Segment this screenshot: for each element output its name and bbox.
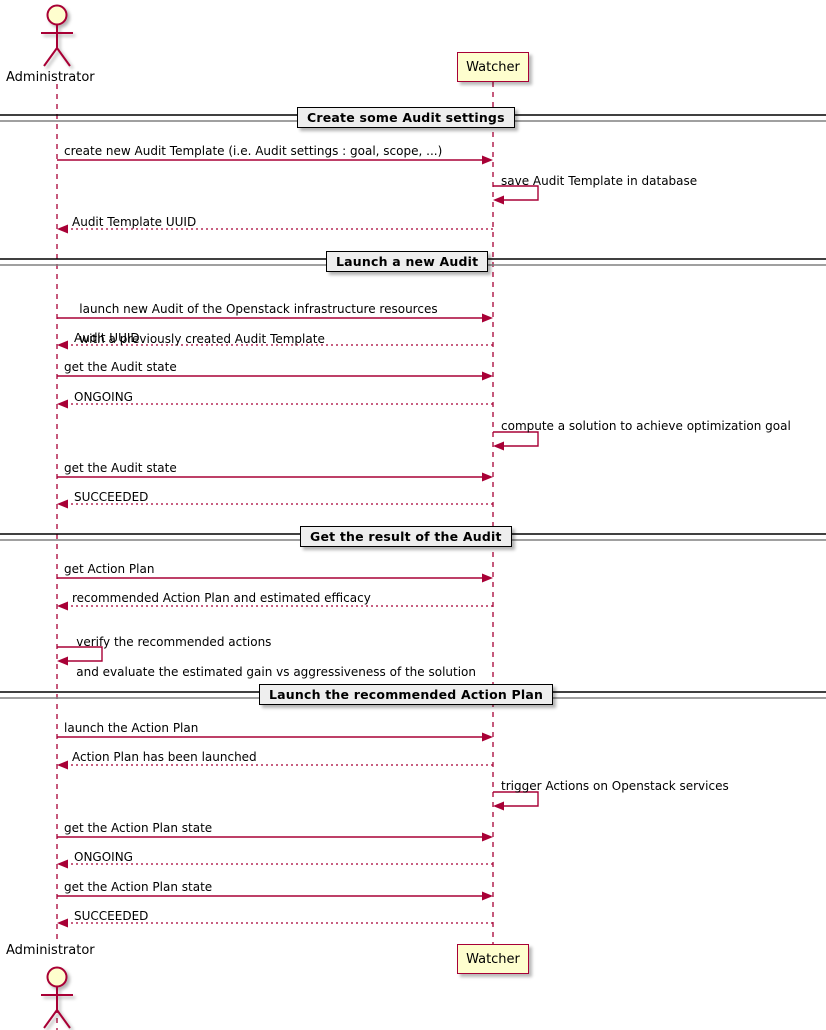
participant-label-watcher-bottom: Watcher bbox=[466, 951, 520, 967]
participant-label-watcher-top: Watcher bbox=[466, 59, 520, 75]
divider-label-2: Launch a new Audit bbox=[336, 254, 479, 269]
message-arrow-msg-5 bbox=[57, 340, 493, 350]
message-label-msg-2: save Audit Template in database bbox=[501, 174, 698, 188]
message-label-msg-15: Action Plan has been launched bbox=[72, 750, 257, 764]
participant-box-watcher-bottom[interactable]: Watcher bbox=[457, 944, 529, 974]
message-label-msg-20: SUCCEEDED bbox=[74, 909, 149, 923]
divider-label-1: Create some Audit settings bbox=[307, 110, 505, 125]
message-label-msg-17: get the Action Plan state bbox=[64, 821, 213, 835]
message-arrow-msg-12 bbox=[57, 601, 493, 611]
message-label-msg-5: Audit UUID bbox=[74, 331, 140, 345]
message-label-msg-11: get Action Plan bbox=[64, 562, 155, 576]
message-arrow-msg-8 bbox=[493, 431, 539, 451]
divider-box-2: Launch a new Audit bbox=[326, 251, 489, 272]
message-label-msg-6: get the Audit state bbox=[64, 360, 177, 374]
message-arrow-msg-7 bbox=[57, 399, 493, 409]
message-arrow-msg-4 bbox=[57, 313, 493, 323]
message-label-msg-10: SUCCEEDED bbox=[74, 490, 149, 504]
divider-label-4: Launch the recommended Action Plan bbox=[269, 687, 544, 702]
message-arrow-msg-15 bbox=[57, 760, 493, 770]
message-arrow-msg-9 bbox=[57, 472, 493, 482]
message-label-msg-4: launch new Audit of the Openstack infras… bbox=[64, 287, 438, 362]
actor-administrator-figure-bottom bbox=[41, 966, 73, 1029]
message-arrow-msg-16 bbox=[493, 791, 539, 811]
message-label-msg-3: Audit Template UUID bbox=[72, 215, 197, 229]
message-label-msg-4-line-2: with a previously created Audit Template bbox=[79, 332, 325, 346]
actor-administrator-figure-top bbox=[41, 4, 73, 67]
actor-label-administrator-top: Administrator bbox=[6, 70, 95, 85]
participant-box-watcher-top[interactable]: Watcher bbox=[457, 52, 529, 82]
divider-box-3: Get the result of the Audit bbox=[300, 526, 512, 547]
message-label-msg-14: launch the Action Plan bbox=[64, 721, 199, 735]
message-arrow-msg-14 bbox=[57, 732, 493, 742]
message-label-msg-7: ONGOING bbox=[74, 390, 133, 404]
message-label-msg-9: get the Audit state bbox=[64, 461, 177, 475]
message-arrow-msg-1 bbox=[57, 155, 493, 165]
message-arrow-msg-2 bbox=[493, 185, 539, 205]
message-label-msg-1: create new Audit Template (i.e. Audit se… bbox=[64, 144, 443, 158]
divider-box-1: Create some Audit settings bbox=[297, 107, 515, 128]
message-arrow-msg-20 bbox=[57, 918, 493, 928]
message-arrow-msg-6 bbox=[57, 371, 493, 381]
message-arrow-msg-10 bbox=[57, 499, 493, 509]
divider-label-3: Get the result of the Audit bbox=[310, 529, 502, 544]
message-label-msg-16: trigger Actions on Openstack services bbox=[501, 779, 729, 793]
message-label-msg-13: verify the recommended actions and evalu… bbox=[61, 620, 476, 695]
divider-box-4: Launch the recommended Action Plan bbox=[259, 684, 554, 705]
message-label-msg-19: get the Action Plan state bbox=[64, 880, 213, 894]
message-label-msg-13-line-1: verify the recommended actions bbox=[76, 635, 272, 649]
message-label-msg-8: compute a solution to achieve optimizati… bbox=[501, 419, 791, 433]
message-arrow-msg-17 bbox=[57, 832, 493, 842]
message-label-msg-18: ONGOING bbox=[74, 850, 133, 864]
message-label-msg-4-line-1: launch new Audit of the Openstack infras… bbox=[79, 302, 438, 316]
actor-label-administrator-bottom: Administrator bbox=[6, 943, 95, 958]
message-arrow-msg-3 bbox=[57, 224, 493, 234]
message-arrow-msg-19 bbox=[57, 891, 493, 901]
message-label-msg-13-line-2: and evaluate the estimated gain vs aggre… bbox=[76, 665, 477, 679]
message-label-msg-12: recommended Action Plan and estimated ef… bbox=[72, 591, 371, 605]
message-arrow-msg-11 bbox=[57, 573, 493, 583]
message-arrow-msg-18 bbox=[57, 859, 493, 869]
message-arrow-msg-13 bbox=[57, 646, 103, 666]
